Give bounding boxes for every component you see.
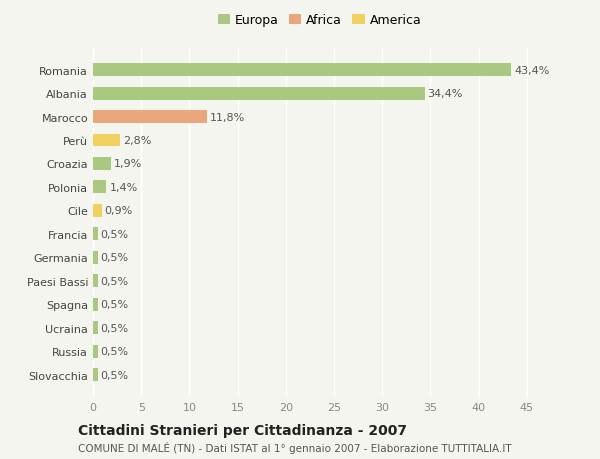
Bar — [93, 181, 106, 194]
Text: 0,9%: 0,9% — [104, 206, 133, 216]
Text: 0,5%: 0,5% — [101, 300, 129, 309]
Bar — [93, 298, 98, 311]
Text: 34,4%: 34,4% — [427, 89, 463, 99]
Bar — [93, 228, 98, 241]
Bar — [93, 88, 425, 101]
Bar — [93, 251, 98, 264]
Text: 0,5%: 0,5% — [101, 230, 129, 239]
Bar — [93, 134, 120, 147]
Text: 2,8%: 2,8% — [123, 136, 151, 146]
Bar — [93, 158, 112, 171]
Text: 0,5%: 0,5% — [101, 253, 129, 263]
Bar — [93, 204, 101, 218]
Text: Cittadini Stranieri per Cittadinanza - 2007: Cittadini Stranieri per Cittadinanza - 2… — [78, 423, 407, 437]
Bar — [93, 111, 207, 124]
Bar — [93, 368, 98, 381]
Text: 0,5%: 0,5% — [101, 347, 129, 356]
Text: 43,4%: 43,4% — [514, 66, 550, 75]
Legend: Europa, Africa, America: Europa, Africa, America — [212, 9, 427, 32]
Bar — [93, 345, 98, 358]
Text: 11,8%: 11,8% — [209, 112, 245, 122]
Text: 1,4%: 1,4% — [109, 183, 137, 192]
Text: 0,5%: 0,5% — [101, 323, 129, 333]
Text: 1,9%: 1,9% — [114, 159, 142, 169]
Text: 0,5%: 0,5% — [101, 276, 129, 286]
Text: COMUNE DI MALÉ (TN) - Dati ISTAT al 1° gennaio 2007 - Elaborazione TUTTITALIA.IT: COMUNE DI MALÉ (TN) - Dati ISTAT al 1° g… — [78, 441, 512, 453]
Bar — [93, 64, 511, 77]
Bar — [93, 274, 98, 287]
Text: 0,5%: 0,5% — [101, 370, 129, 380]
Bar — [93, 321, 98, 334]
